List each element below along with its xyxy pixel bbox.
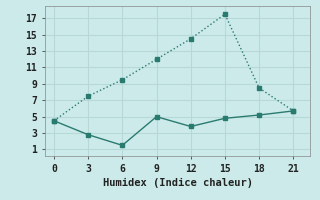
X-axis label: Humidex (Indice chaleur): Humidex (Indice chaleur) xyxy=(103,178,252,188)
